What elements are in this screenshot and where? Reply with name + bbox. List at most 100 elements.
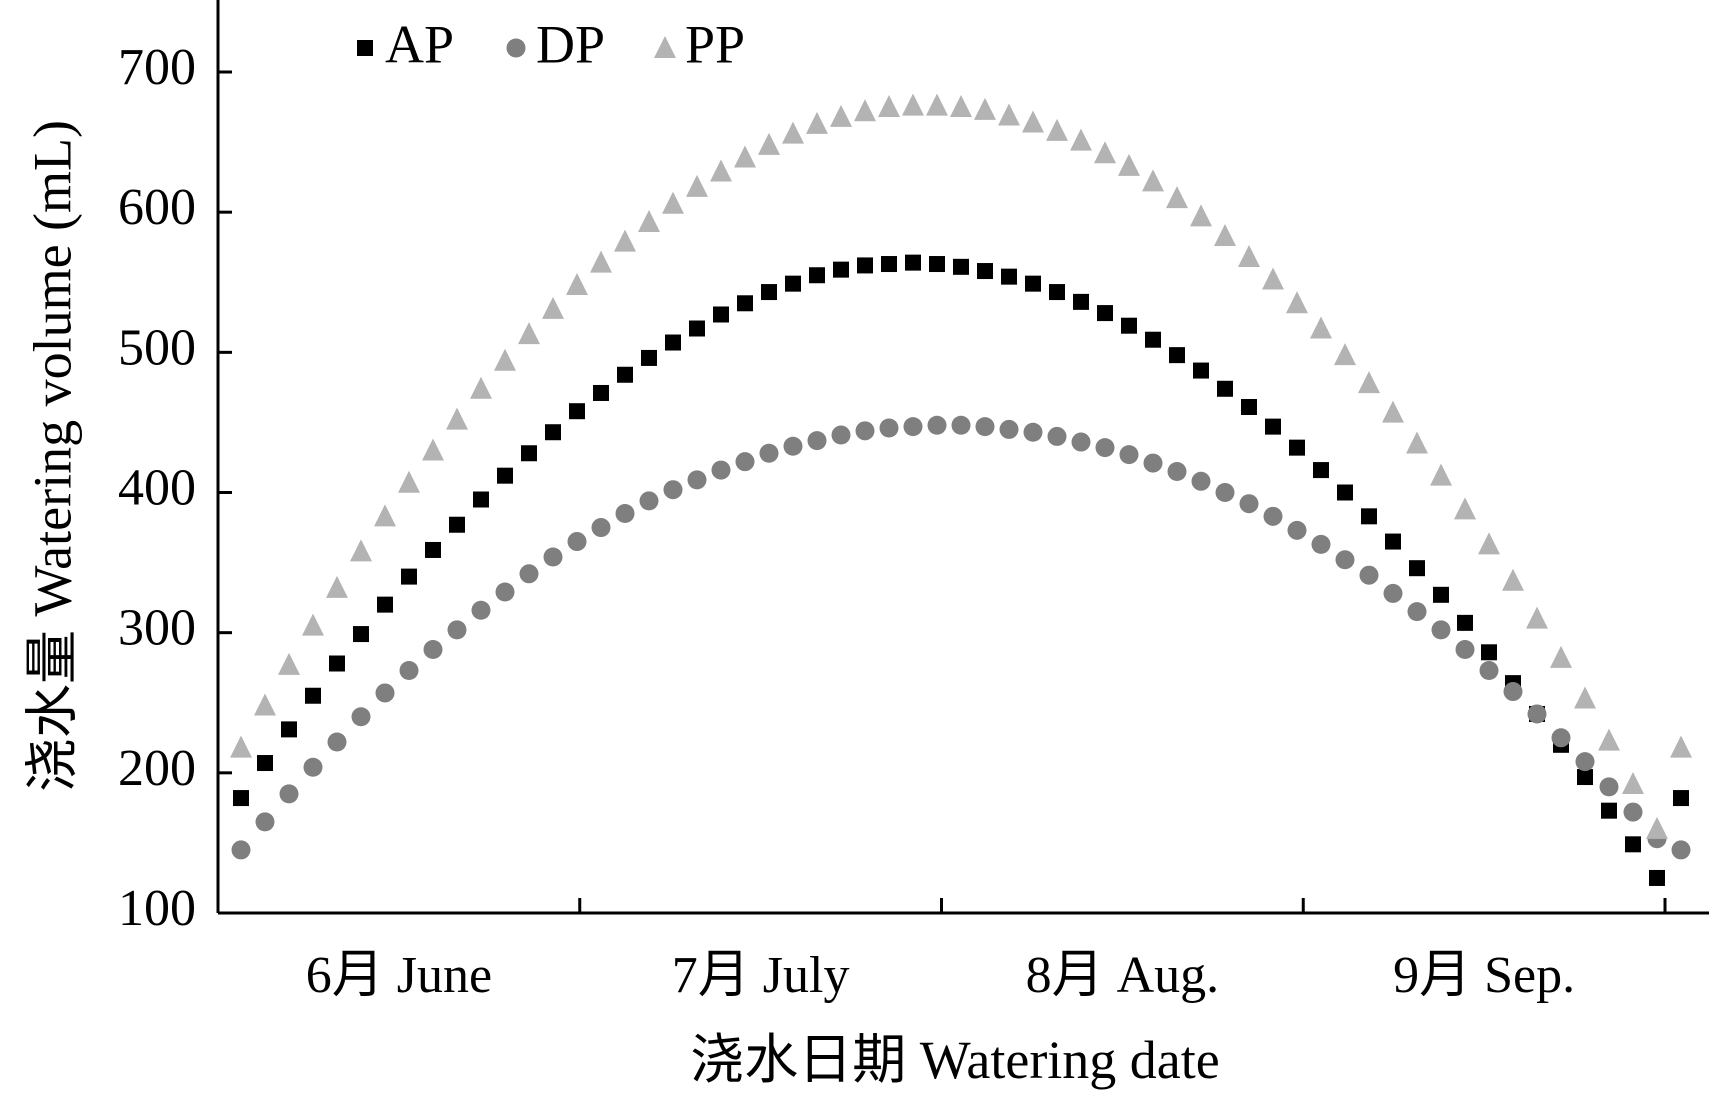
legend-marker-ap (357, 40, 373, 56)
y-tick-label: 500 (118, 319, 196, 376)
data-point-dp (1287, 520, 1307, 540)
data-point-pp (1190, 204, 1212, 227)
data-point-ap (305, 687, 321, 704)
x-axis-label: 浇水日期 Watering date (690, 1030, 1220, 1090)
data-point-dp (1359, 565, 1379, 585)
data-point-pp (974, 97, 996, 120)
data-point-dp (975, 417, 995, 437)
data-point-ap (881, 256, 897, 273)
y-tick-label: 100 (118, 880, 196, 937)
data-point-pp (1262, 267, 1284, 290)
data-point-pp (1358, 371, 1380, 394)
data-point-pp (302, 613, 324, 636)
data-point-ap (1241, 398, 1257, 415)
data-point-dp (543, 547, 563, 567)
data-point-ap (1073, 293, 1089, 310)
series-dp (231, 415, 1691, 860)
data-point-ap (1577, 769, 1593, 786)
data-point-dp (1455, 639, 1475, 659)
data-point-pp (638, 209, 660, 232)
legend-label-dp: DP (536, 14, 605, 74)
data-point-dp (879, 418, 899, 438)
data-point-dp (495, 582, 515, 602)
data-point-dp (783, 436, 803, 456)
data-point-pp (1598, 728, 1620, 751)
data-point-dp (327, 732, 347, 752)
data-point-pp (1118, 153, 1140, 176)
series-layer (230, 93, 1692, 886)
data-point-dp (399, 661, 419, 681)
data-point-dp (903, 417, 923, 437)
data-point-pp (854, 99, 876, 122)
data-point-dp (735, 452, 755, 472)
x-tick-label: 9月 Sep. (1393, 947, 1575, 1004)
data-point-ap (257, 755, 273, 772)
data-point-dp (759, 443, 779, 463)
data-point-ap (833, 261, 849, 278)
data-point-ap (1457, 614, 1473, 631)
data-point-dp (375, 683, 395, 703)
data-point-pp (782, 121, 804, 144)
data-point-ap (617, 366, 633, 383)
data-point-pp (446, 407, 468, 430)
data-point-pp (950, 95, 972, 118)
data-point-dp (1479, 661, 1499, 681)
data-point-pp (590, 250, 612, 273)
data-point-dp (1215, 483, 1235, 502)
data-point-pp (230, 735, 252, 758)
data-point-ap (953, 258, 969, 275)
data-point-pp (398, 470, 420, 493)
data-point-dp (1575, 752, 1595, 772)
data-point-ap (1361, 508, 1377, 525)
data-point-dp (927, 415, 947, 435)
data-point-pp (1406, 431, 1428, 454)
data-point-ap (905, 254, 921, 271)
data-point-dp (351, 707, 371, 727)
data-point-pp (1382, 400, 1404, 423)
data-point-dp (1095, 438, 1115, 458)
data-point-dp (591, 518, 611, 538)
x-ticks: 6月 June 7月 July 8月 Aug. 9月 Sep. (306, 898, 1667, 1004)
data-point-ap (977, 263, 993, 280)
data-point-pp (686, 174, 708, 197)
data-point-ap (761, 284, 777, 301)
data-point-pp (806, 111, 828, 134)
data-point-dp (231, 840, 251, 860)
data-point-ap (521, 445, 537, 462)
data-point-pp (1046, 118, 1068, 141)
legend-label-ap: AP (385, 14, 454, 74)
data-point-dp (831, 425, 851, 445)
series-ap (233, 254, 1689, 886)
data-point-dp (1023, 422, 1043, 442)
x-tick-label: 6月 June (306, 947, 492, 1004)
data-point-ap (1001, 268, 1017, 285)
data-point-dp (1383, 583, 1403, 603)
y-tick-label: 700 (118, 39, 196, 96)
data-point-pp (1166, 186, 1188, 209)
data-point-dp (1071, 432, 1091, 452)
y-axis-label: 浇水量 Watering volume (mL) (22, 120, 82, 792)
data-point-dp (1143, 453, 1163, 473)
data-point-pp (902, 93, 924, 116)
data-point-pp (830, 104, 852, 127)
data-point-dp (1263, 506, 1283, 526)
data-point-dp (447, 620, 467, 640)
data-point-pp (1214, 223, 1236, 246)
data-point-dp (1431, 620, 1451, 640)
data-point-pp (1286, 291, 1308, 314)
data-point-ap (809, 267, 825, 284)
data-point-dp (1191, 471, 1211, 491)
data-point-dp (1527, 704, 1547, 724)
data-point-dp (255, 812, 275, 832)
data-point-ap (1289, 439, 1305, 456)
data-point-ap (1409, 560, 1425, 577)
data-point-ap (569, 403, 585, 420)
data-point-pp (926, 93, 948, 116)
data-point-dp (423, 639, 443, 659)
data-point-pp (1142, 169, 1164, 192)
data-point-pp (1238, 245, 1260, 268)
data-point-pp (494, 348, 516, 371)
data-point-pp (422, 438, 444, 461)
data-point-pp (878, 95, 900, 118)
data-point-ap (1601, 802, 1617, 819)
